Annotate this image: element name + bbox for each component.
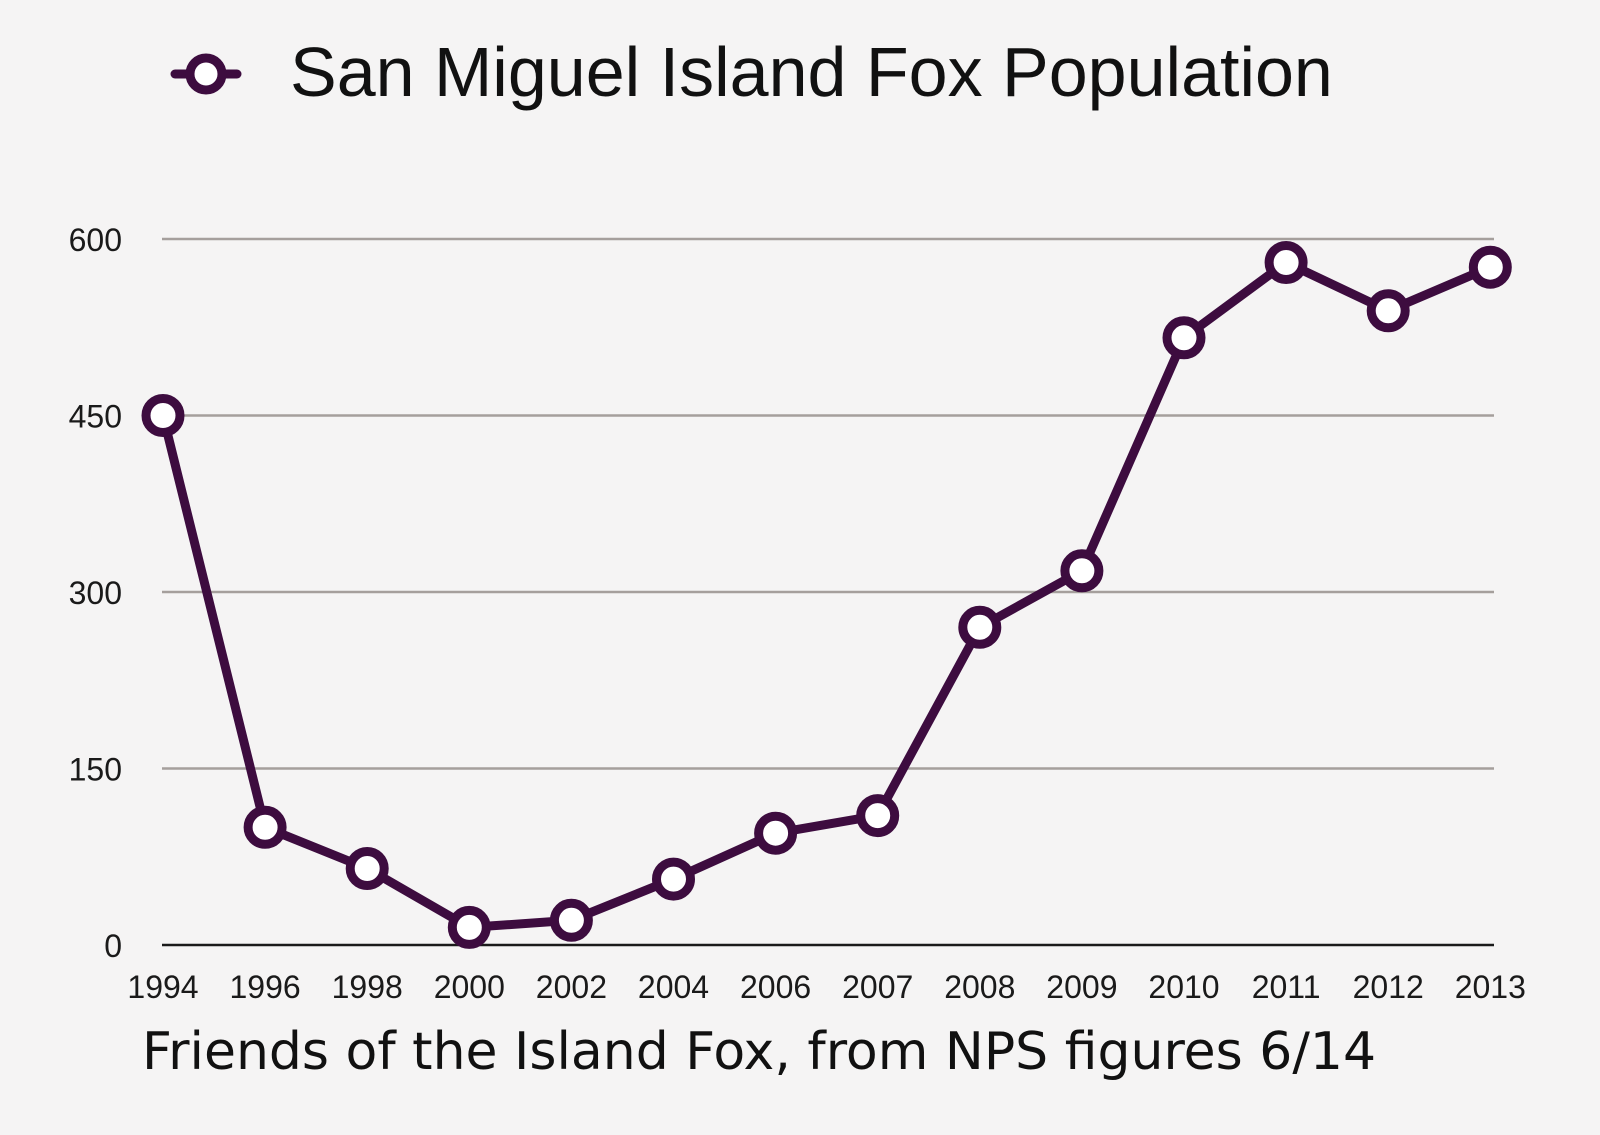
x-tick-label: 1996 bbox=[230, 969, 301, 1005]
x-tick-label: 2007 bbox=[842, 969, 913, 1005]
data-point-1996 bbox=[243, 805, 287, 849]
x-tick-label: 2006 bbox=[740, 969, 811, 1005]
data-point-2000 bbox=[447, 905, 491, 949]
x-tick-label: 2012 bbox=[1353, 969, 1424, 1005]
x-tick-label: 2002 bbox=[536, 969, 607, 1005]
y-tick-label: 600 bbox=[69, 222, 122, 258]
x-tick-label: 2010 bbox=[1148, 969, 1219, 1005]
x-tick-label: 2011 bbox=[1252, 969, 1321, 1005]
data-point-2012 bbox=[1366, 289, 1410, 333]
data-point-2008 bbox=[958, 605, 1002, 649]
y-tick-label: 300 bbox=[69, 575, 122, 611]
series-line bbox=[158, 258, 1495, 932]
legend-label: San Miguel Island Fox Population bbox=[290, 33, 1333, 111]
data-point-2010 bbox=[1162, 316, 1206, 360]
x-tick-label: 1998 bbox=[332, 969, 403, 1005]
data-point-2011 bbox=[1264, 241, 1308, 284]
x-tick-label: 2000 bbox=[434, 969, 505, 1005]
y-tick-label: 0 bbox=[104, 928, 122, 964]
x-axis-tick-labels: 1994 1996 1998 2000 2002 2004 2006 2007 2008 2009… bbox=[127, 969, 1525, 1005]
y-tick-label: 150 bbox=[69, 752, 122, 788]
data-point-2004 bbox=[652, 857, 695, 901]
data-point-1994 bbox=[141, 394, 185, 437]
x-tick-label: 2004 bbox=[638, 969, 709, 1005]
source-caption: Friends of the Island Fox, from NPS figu… bbox=[142, 1022, 1376, 1082]
x-tick-label: 2008 bbox=[944, 969, 1015, 1005]
series-san-miguel bbox=[141, 241, 1512, 949]
legend-swatch-marker bbox=[185, 53, 227, 95]
x-tick-label: 2013 bbox=[1455, 969, 1526, 1005]
x-tick-label: 1994 bbox=[127, 969, 198, 1005]
data-point-1998 bbox=[345, 847, 389, 890]
data-point-2006 bbox=[754, 811, 798, 855]
data-point-2013 bbox=[1468, 245, 1512, 289]
y-axis-tick-labels: 0 150 300 450 600 bbox=[69, 222, 122, 964]
gridlines bbox=[162, 237, 1494, 947]
data-point-2002 bbox=[549, 898, 593, 942]
data-point-2009 bbox=[1060, 549, 1104, 593]
y-tick-label: 450 bbox=[69, 399, 122, 435]
data-point-2007 bbox=[856, 794, 900, 838]
x-tick-label: 2009 bbox=[1046, 969, 1117, 1005]
legend: San Miguel Island Fox Population bbox=[170, 33, 1333, 111]
